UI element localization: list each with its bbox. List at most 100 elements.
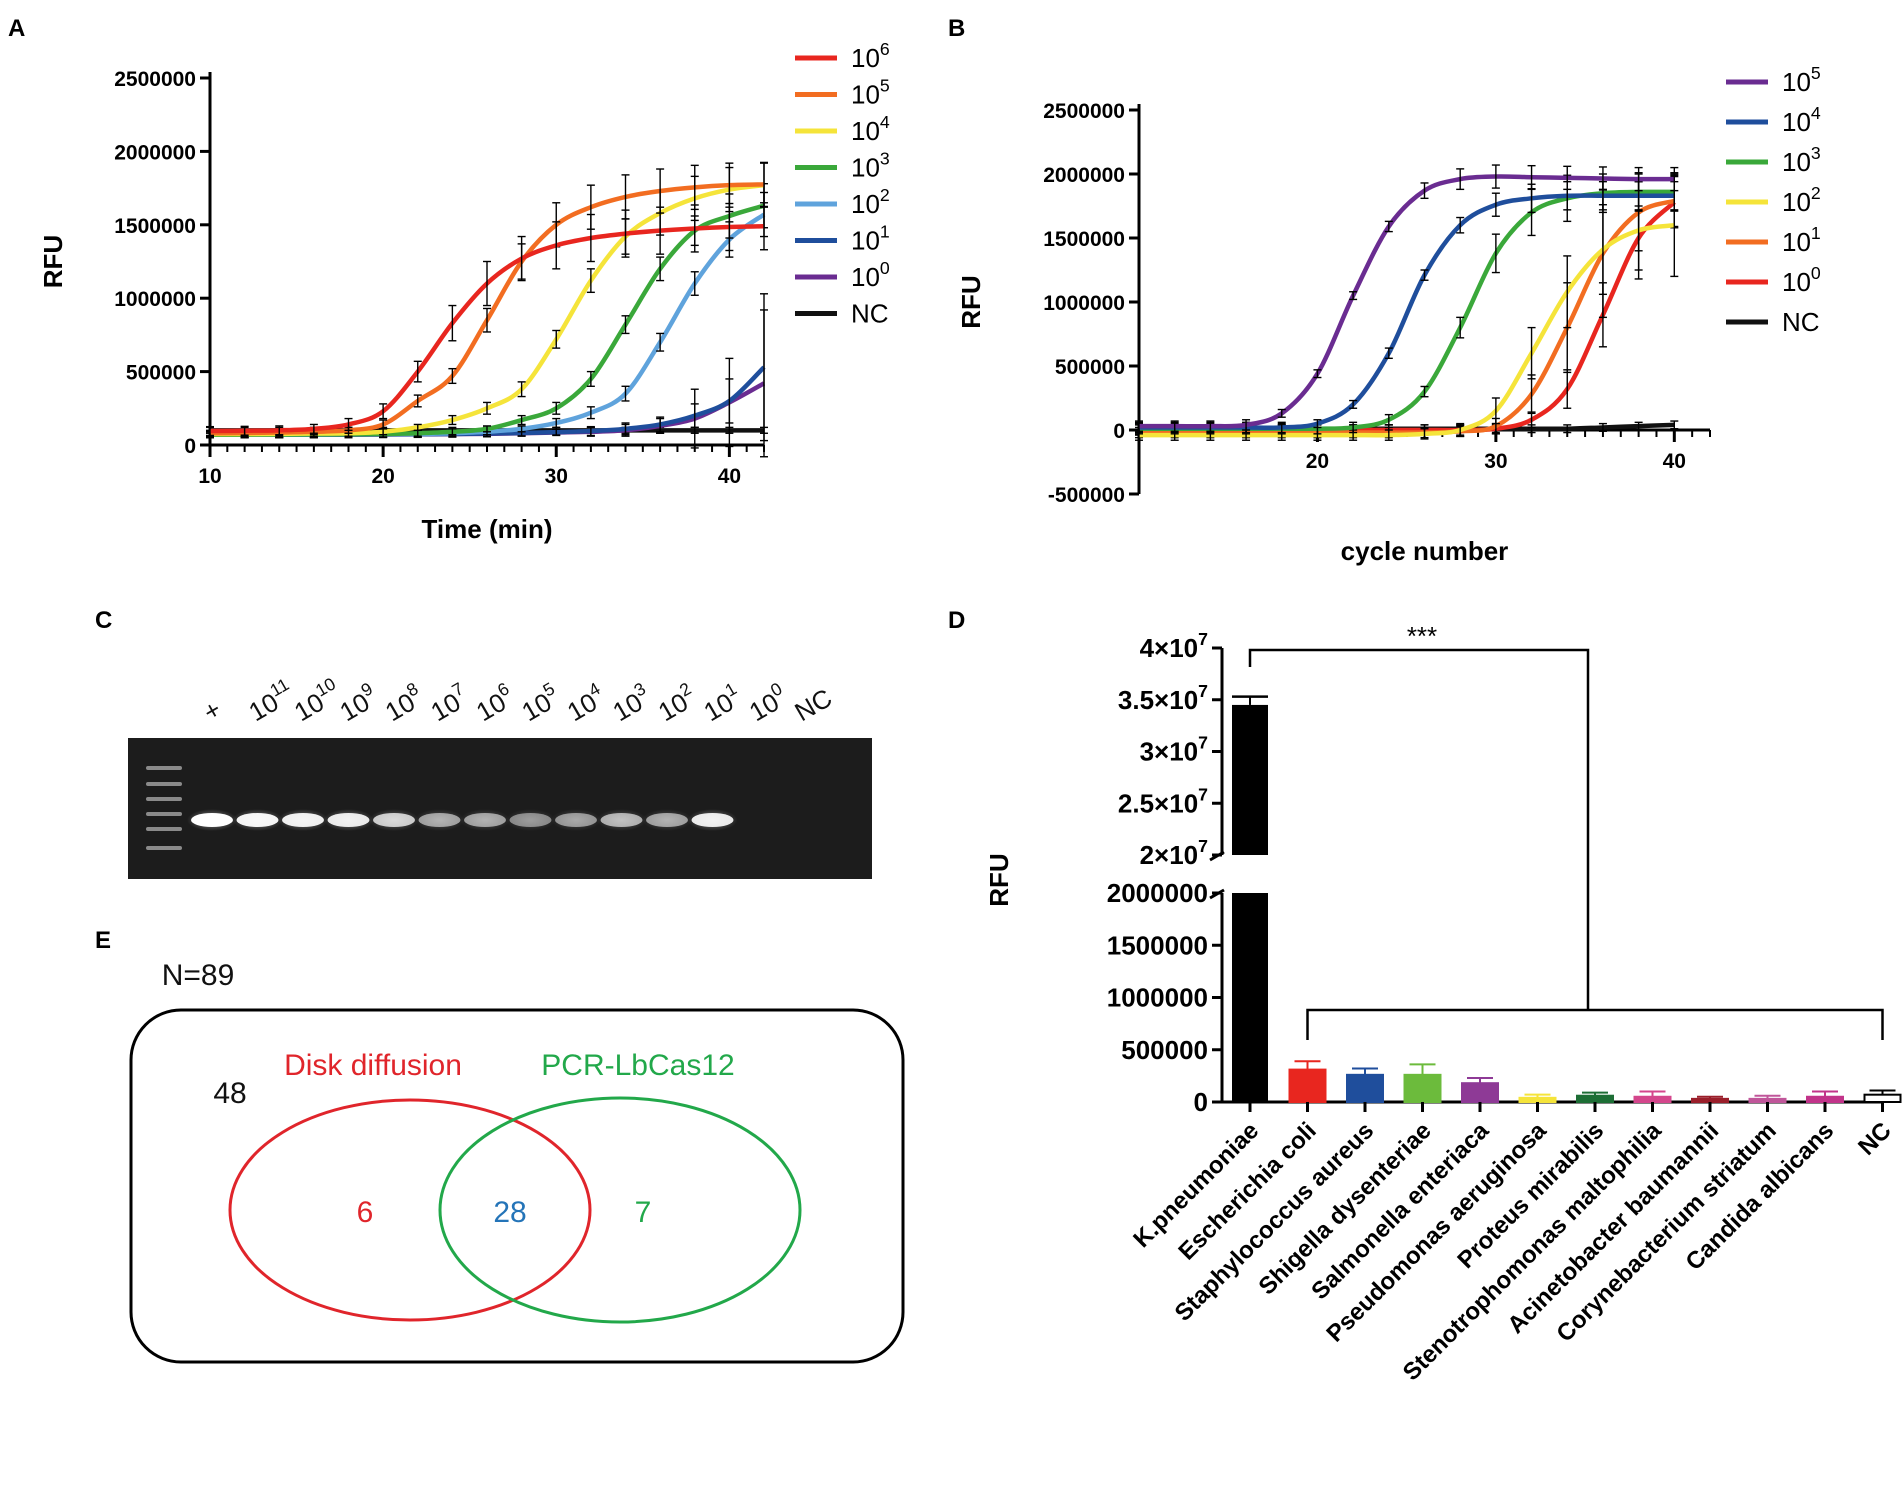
bar	[1633, 1095, 1672, 1104]
y-tick-label: 0	[1194, 1087, 1208, 1117]
y-tick-label: 1000000	[1043, 292, 1125, 315]
y-tick-label: -500000	[1048, 484, 1125, 507]
category-label: NC	[1853, 1117, 1897, 1161]
legend-label: 103	[1782, 143, 1821, 177]
lane-label: 109	[333, 678, 384, 727]
lane-label: 103	[606, 678, 657, 727]
venn-set-b	[438, 1096, 802, 1324]
ladder-band	[146, 766, 182, 770]
y-axis-title: RFU	[956, 275, 986, 328]
ladder-band	[146, 797, 182, 801]
legend-label: 102	[1782, 183, 1821, 217]
series-10^0	[1135, 175, 1679, 436]
panel-label-d: D	[948, 607, 965, 634]
x-tick-label: 10	[198, 465, 221, 488]
lane-label: +	[198, 694, 226, 728]
lane-label: NC	[790, 682, 838, 727]
legend-label: 104	[851, 112, 890, 146]
series-10^1	[1135, 173, 1679, 439]
bar	[1403, 1073, 1442, 1103]
y-tick-label: 1500000	[1107, 930, 1208, 960]
venn-universe	[129, 1008, 905, 1364]
bar	[1576, 1094, 1614, 1103]
venn-only-b-count: 7	[635, 1196, 652, 1229]
series-10^6	[206, 202, 768, 437]
chart-a: 0 500000 1000000 1500000 2000000 2500000 10 20 3…	[38, 39, 890, 544]
legend-label: 100	[851, 258, 890, 292]
legend-label: NC	[1782, 307, 1820, 337]
venn-outside-count: 48	[213, 1077, 246, 1110]
y-tick-label: 3.5×107	[1118, 681, 1208, 715]
x-tick-label: 30	[545, 465, 568, 488]
lane-label: 102	[651, 678, 702, 727]
panel-label-b: B	[948, 15, 965, 42]
significance-stars: ***	[1407, 621, 1437, 651]
chart-b: -500000 0 500000 1000000 1500000 2000000 25000…	[956, 63, 1821, 566]
legend-label: 101	[851, 222, 890, 256]
gel-band-glow	[232, 809, 283, 831]
ladder-band	[146, 782, 182, 786]
series-line	[209, 365, 766, 437]
gel-band-glow	[414, 809, 465, 831]
y-tick-label: 1000000	[1107, 983, 1208, 1013]
gel-band-glow	[187, 809, 237, 831]
series-10^2	[1135, 173, 1679, 441]
venn-set-a	[228, 1098, 592, 1322]
bar	[1863, 1093, 1902, 1104]
venn-diagram: N=89 48 Disk diffusion PCR-LbCas12 6 28 7	[129, 959, 905, 1364]
x-tick-label: 40	[718, 465, 741, 488]
chart-d: 0 500000 1000000 1500000 2000000 2×107 2.5×107…	[984, 621, 1902, 1386]
gel-band-glow	[505, 809, 556, 831]
y-tick-label: 500000	[1055, 356, 1125, 379]
legend-label: 105	[1782, 63, 1821, 97]
y-tick-label: 2000000	[1043, 164, 1125, 187]
bar	[1518, 1096, 1557, 1103]
x-axis-title: cycle number	[1341, 536, 1509, 566]
venn-only-a-count: 6	[357, 1196, 374, 1229]
panel-label-c: C	[95, 607, 112, 634]
lane-label: 104	[560, 678, 611, 727]
legend-label: 101	[1782, 223, 1821, 257]
series-10^4	[1135, 180, 1679, 434]
gel-band-glow	[323, 809, 374, 831]
bar	[1806, 1095, 1844, 1104]
series-line	[1139, 174, 1675, 429]
lane-label: 105	[515, 678, 566, 727]
lane-label: 107	[424, 678, 475, 727]
gel-band-glow	[460, 809, 510, 831]
y-tick-label: 1500000	[114, 215, 196, 238]
gel-band-glow	[369, 809, 419, 831]
gel-background	[128, 738, 872, 879]
y-tick-label: 2.5×107	[1118, 784, 1208, 818]
x-tick-label: 20	[1306, 450, 1329, 473]
significance-bracket	[1248, 648, 1590, 1010]
y-tick-label: 0	[1113, 420, 1125, 443]
lane-label: 100	[742, 678, 793, 727]
y-tick-label: 1000000	[114, 288, 196, 311]
venn-both-count: 28	[493, 1196, 526, 1229]
gel-band-glow	[551, 809, 601, 831]
series-10^5	[1135, 164, 1679, 432]
bar	[1346, 1073, 1384, 1103]
bar	[1461, 1082, 1499, 1103]
comparison-bracket	[1306, 1008, 1884, 1040]
lane-label: 106	[469, 678, 520, 727]
y-tick-label: 4×107	[1140, 629, 1209, 663]
bar	[1288, 1068, 1327, 1103]
x-tick-label: 30	[1484, 450, 1507, 473]
legend-label: 105	[851, 76, 890, 110]
ladder-band	[146, 812, 182, 816]
lane-label: 101	[697, 678, 748, 727]
venn-set-a-label: Disk diffusion	[284, 1049, 462, 1082]
y-tick-label: 2000000	[1107, 878, 1208, 908]
bar	[1232, 893, 1268, 1102]
y-tick-label: 1500000	[1043, 228, 1125, 251]
panel-label-e: E	[95, 927, 111, 954]
y-tick-label: 2500000	[1043, 100, 1125, 123]
venn-total: N=89	[162, 959, 235, 992]
y-tick-label: 2×107	[1140, 836, 1209, 870]
y-tick-label: 3×107	[1140, 733, 1209, 767]
lane-label: 108	[378, 678, 429, 727]
legend-label: NC	[851, 299, 889, 329]
legend-label: 100	[1782, 263, 1821, 297]
